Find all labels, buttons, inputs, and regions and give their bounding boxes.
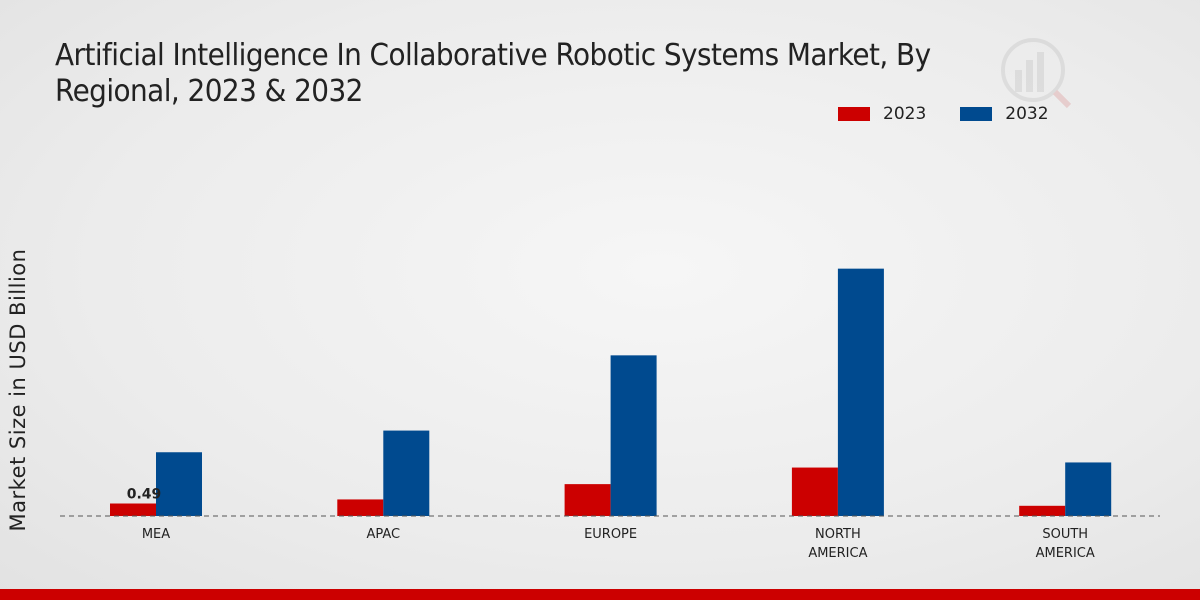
legend: 2023 2032 [838, 104, 1083, 124]
legend-swatch-2032 [960, 107, 993, 121]
legend-item-2032: 2032 [960, 104, 1049, 124]
bar-2032-south-america [1065, 462, 1112, 516]
x-tick-label-north-america: NORTH AMERICA [808, 527, 867, 561]
x-tick-label-europe: EUROPE [584, 527, 637, 542]
legend-label-2032: 2032 [1005, 104, 1049, 124]
x-tick-label-apac: APAC [366, 527, 400, 542]
bar-2032-apac [383, 430, 430, 516]
bar-2023-north-america [791, 467, 838, 516]
legend-swatch-2023 [838, 107, 870, 121]
bar-2032-north-america [837, 268, 884, 516]
legend-item-2023: 2023 [838, 104, 926, 124]
bar-2023-europe [564, 484, 611, 516]
x-tick-label-mea: MEA [142, 527, 170, 542]
chart-title: Artificial Intelligence In Collaborative… [55, 38, 931, 109]
x-tick-label-south-america: SOUTH AMERICA [1036, 527, 1095, 561]
bar-2023-south-america [1019, 505, 1066, 516]
bar-2023-mea [110, 503, 156, 516]
data-label: 0.49 [127, 487, 162, 503]
bar-2032-mea [156, 452, 202, 516]
bar-2032-europe [610, 355, 657, 516]
bar-2023-apac [337, 499, 384, 516]
legend-label-2023: 2023 [883, 104, 927, 124]
watermark-logo-icon [1001, 38, 1072, 109]
bottom-accent-bar [0, 589, 1200, 600]
